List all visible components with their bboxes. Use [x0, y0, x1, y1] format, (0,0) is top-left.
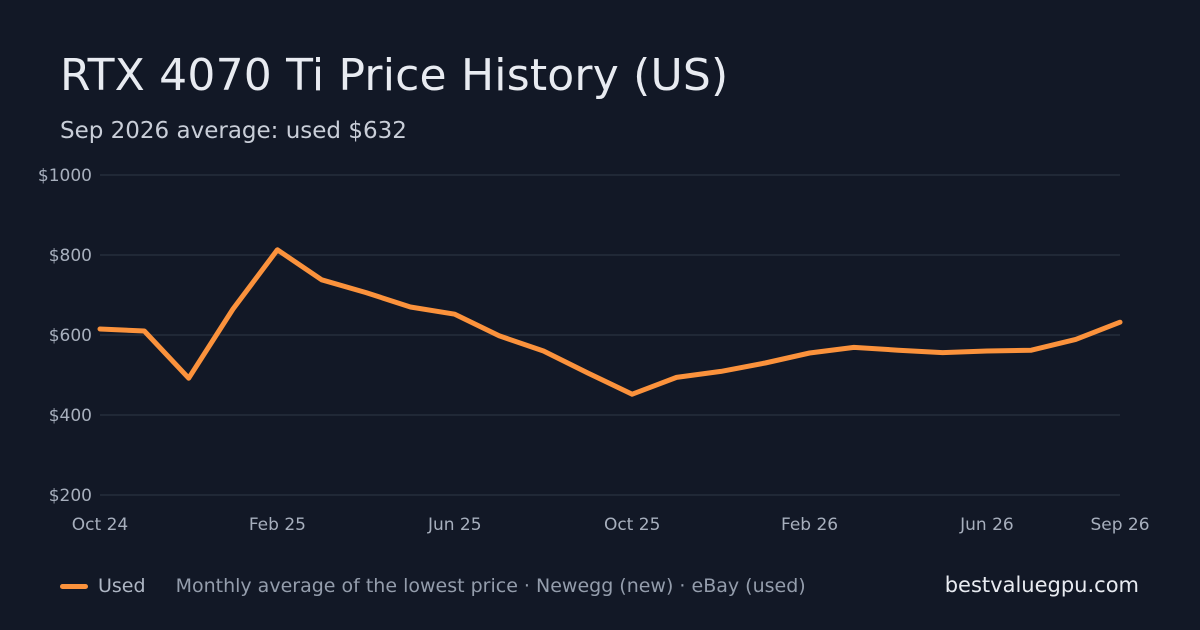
x-tick-label: Jun 26 — [959, 515, 1014, 535]
y-tick-label: $200 — [49, 486, 92, 506]
source-note: Monthly average of the lowest price · Ne… — [175, 575, 806, 597]
x-tick-label: Oct 25 — [604, 515, 660, 535]
chart-title: RTX 4070 Ti Price History (US) — [60, 50, 729, 101]
x-tick-label: Feb 25 — [249, 515, 306, 535]
legend-swatch-used — [60, 583, 88, 589]
y-tick-label: $400 — [49, 406, 92, 426]
legend-label-used: Used — [98, 575, 146, 597]
series-line-used — [97, 247, 1123, 397]
chart-legend: Used Monthly average of the lowest price… — [60, 575, 806, 597]
chart-subtitle: Sep 2026 average: used $632 — [60, 118, 407, 144]
x-tick-label: Oct 24 — [72, 515, 128, 535]
x-tick-label: Feb 26 — [781, 515, 838, 535]
brand-label: bestvaluegpu.com — [944, 573, 1139, 597]
y-tick-label: $1000 — [38, 166, 92, 186]
x-tick-label: Sep 26 — [1090, 515, 1149, 535]
x-tick-label: Jun 25 — [427, 515, 482, 535]
y-tick-label: $800 — [49, 246, 92, 266]
y-tick-label: $600 — [49, 326, 92, 346]
